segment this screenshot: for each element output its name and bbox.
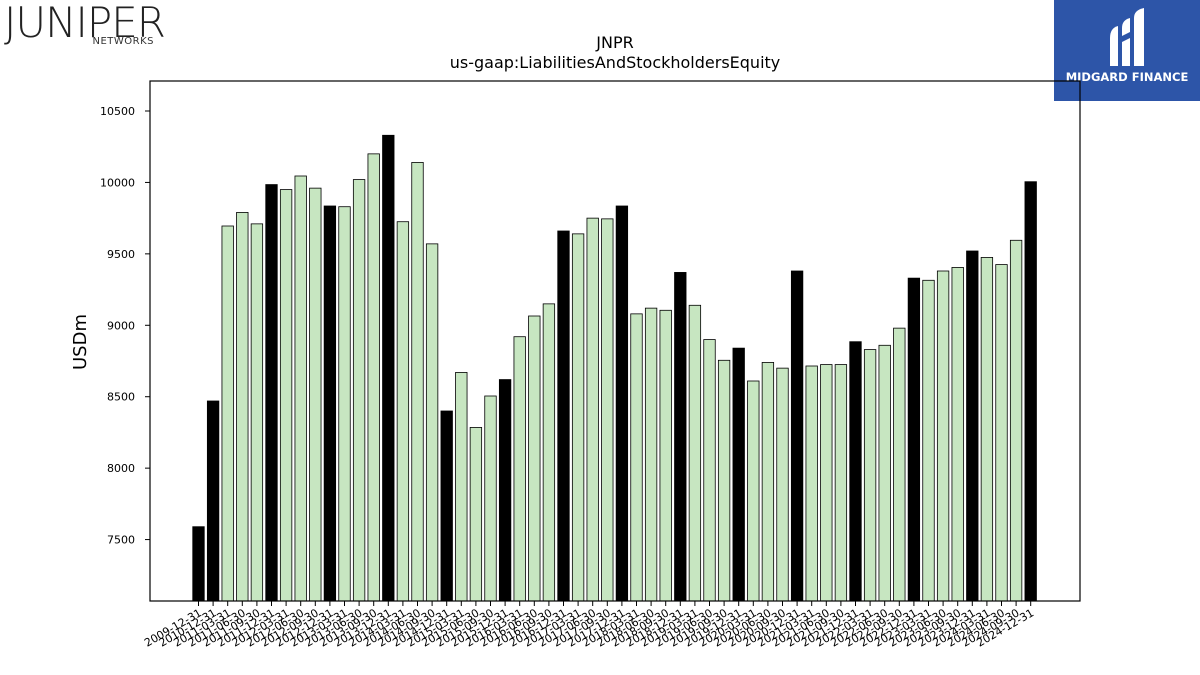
bar-2017-03-31 [571, 233, 585, 602]
y-tick-label: 8000 [107, 462, 135, 475]
bar-2021-06-30 [820, 364, 833, 602]
chart-title: JNPR [595, 33, 633, 52]
bars-group [192, 134, 1037, 602]
bar-2017-09-30 [601, 218, 614, 602]
bar-2012-12-31 [323, 205, 337, 602]
bar-2017-12-31 [615, 205, 629, 602]
bar-2014-03-31 [396, 221, 410, 602]
bar-2022-09-30 [893, 327, 906, 602]
juniper-logo-word: JUNIPER [4, 0, 166, 47]
bar-2022-12-31 [907, 277, 921, 602]
bar-2009-12-31 [192, 526, 205, 602]
bar-2020-03-31 [747, 380, 760, 602]
y-tick-label: 9000 [107, 319, 135, 332]
bar-2014-12-31 [440, 410, 453, 602]
bar-2011-06-30 [236, 212, 249, 602]
midgard-logo-text: MIDGARD FINANCE [1065, 70, 1189, 84]
juniper-logo-sub: NETWORKS [92, 36, 154, 47]
bar-2023-12-31 [966, 250, 979, 602]
bar-2020-12-31 [790, 270, 804, 602]
bar-2014-09-30 [425, 243, 439, 602]
bar-2019-03-31 [688, 304, 702, 602]
bar-2021-09-30 [834, 364, 848, 602]
bar-2012-09-30 [309, 187, 322, 602]
bar-2019-06-30 [703, 339, 716, 602]
bar-2022-03-31 [863, 349, 877, 602]
bar-2013-03-31 [338, 206, 351, 602]
plot-frame [149, 80, 1081, 602]
bar-2024-12-31 [1024, 181, 1037, 602]
bar-2011-09-30 [250, 223, 264, 602]
bar-2013-06-30 [352, 179, 366, 602]
bar-2013-12-31 [382, 134, 395, 602]
juniper-logo: JUNIPER NETWORKS [4, 0, 166, 52]
y-tick-label: 9500 [107, 248, 135, 261]
bar-2016-03-31 [513, 336, 526, 602]
bar-2013-09-30 [367, 153, 380, 602]
bar-2010-12-31 [206, 400, 220, 602]
midgard-mark-icon [1110, 8, 1144, 66]
y-axis-ticks: 7500 8000 8500 9000 9500 10000 10500 [100, 105, 150, 547]
bar-2012-06-30 [294, 175, 307, 602]
bar-2011-03-31 [221, 225, 234, 602]
chart-subtitle: us-gaap:LiabilitiesAndStockholdersEquity [450, 53, 781, 72]
y-tick-label: 10500 [100, 105, 135, 118]
bar-2014-06-30 [411, 162, 424, 602]
bar-2020-09-30 [776, 367, 789, 602]
bar-2011-12-31 [265, 184, 278, 602]
bar-2015-12-31 [498, 379, 512, 602]
bar-2021-03-31 [805, 365, 818, 602]
bar-2024-03-31 [980, 257, 994, 602]
bar-2018-12-31 [674, 272, 687, 602]
bar-2020-06-30 [761, 362, 775, 602]
bar-2018-06-30 [644, 307, 658, 602]
bar-2016-06-30 [528, 315, 541, 602]
bar-2018-03-31 [630, 313, 643, 602]
bar-2012-03-31 [279, 189, 293, 602]
bar-2017-06-30 [586, 217, 599, 602]
bar-2015-09-30 [484, 395, 497, 602]
bar-2023-09-30 [951, 267, 964, 602]
y-axis-label: USDm [70, 314, 91, 370]
bar-2021-12-31 [849, 341, 862, 602]
bar-2019-09-30 [717, 359, 731, 602]
y-tick-label: 7500 [107, 534, 135, 547]
y-tick-label: 10000 [100, 176, 135, 189]
bar-2022-06-30 [878, 344, 891, 602]
bar-2015-03-31 [455, 372, 468, 602]
bar-2024-06-30 [995, 264, 1008, 602]
midgard-finance-logo: MIDGARD FINANCE [1054, 0, 1200, 101]
bar-2016-09-30 [542, 303, 556, 602]
x-axis-ticks: 2009-12-312010-12-312011-03-312011-06-30… [142, 601, 1036, 650]
bar-2016-12-31 [557, 230, 570, 602]
bar-2015-06-30 [469, 427, 483, 602]
bar-2023-03-31 [922, 279, 935, 602]
bar-2018-09-30 [659, 309, 672, 602]
bar-2024-09-30 [1009, 239, 1023, 602]
y-tick-label: 8500 [107, 391, 135, 404]
bar-2019-12-31 [732, 347, 745, 602]
bar-2023-06-30 [936, 270, 950, 602]
